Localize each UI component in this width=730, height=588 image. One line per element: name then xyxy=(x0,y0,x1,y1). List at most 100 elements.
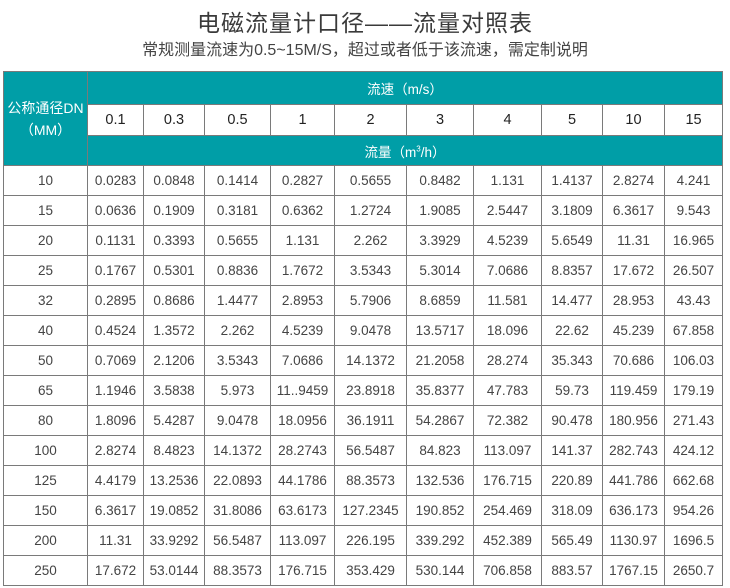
flow-cell: 3.1809 xyxy=(541,195,603,226)
table-row: 65 1.1946 3.5838 5.973 11..9459 23.8918 35.837… xyxy=(3,375,724,406)
flow-cell: 5.973 xyxy=(204,375,271,406)
flow-cell: 5.4287 xyxy=(143,405,205,436)
page-subtitle: 常规测量流速为0.5~15M/S，超过或者低于该流速，需定制说明 xyxy=(142,42,588,59)
flow-cell: 6.3617 xyxy=(87,495,144,526)
flow-cell: 4.241 xyxy=(663,165,724,196)
flow-cell: 106.03 xyxy=(663,345,724,376)
flow-cell: 132.536 xyxy=(406,465,474,496)
flow-cell: 0.5655 xyxy=(204,225,271,256)
flow-cell: 11.581 xyxy=(473,285,542,316)
velocity-cell: 4 xyxy=(473,104,542,136)
flow-cell: 0.8482 xyxy=(406,165,474,196)
dn-cell: 10 xyxy=(3,165,88,196)
flow-cell: 14.1372 xyxy=(204,435,271,466)
dn-cell: 20 xyxy=(3,225,88,256)
flow-cell: 35.343 xyxy=(541,345,603,376)
flow-cell: 11.31 xyxy=(87,525,144,556)
flow-cell: 662.68 xyxy=(663,465,724,496)
flow-cell: 2.5447 xyxy=(473,195,542,226)
flow-cell: 706.858 xyxy=(473,555,542,586)
flow-cell: 1130.97 xyxy=(602,525,665,556)
flow-cell: 7.0686 xyxy=(473,255,542,286)
dn-cell: 150 xyxy=(3,495,88,526)
flow-cell: 5.3014 xyxy=(406,255,474,286)
flow-cell: 3.5343 xyxy=(334,255,407,286)
flow-cell: 0.3181 xyxy=(204,195,271,226)
flow-cell: 190.852 xyxy=(406,495,474,526)
flow-cell: 0.0283 xyxy=(87,165,144,196)
flow-cell: 318.09 xyxy=(541,495,603,526)
table-row: 40 0.4524 1.3572 2.262 4.5239 9.0478 13.5717 18… xyxy=(3,315,724,346)
flow-cell: 8.6859 xyxy=(406,285,474,316)
velocity-cell: 0.3 xyxy=(143,104,205,136)
flow-cell: 23.8918 xyxy=(334,375,407,406)
flow-cell: 339.292 xyxy=(406,525,474,556)
flow-cell: 28.274 xyxy=(473,345,542,376)
flow-cell: 424.12 xyxy=(663,435,724,466)
dn-cell: 200 xyxy=(3,525,88,556)
dn-cell: 100 xyxy=(3,435,88,466)
flow-cell: 17.672 xyxy=(602,255,665,286)
flow-cell: 56.5487 xyxy=(204,525,271,556)
flow-cell: 88.3573 xyxy=(204,555,271,586)
flow-cell: 0.4524 xyxy=(87,315,144,346)
flow-cell: 13.2536 xyxy=(143,465,205,496)
flow-cell: 441.786 xyxy=(602,465,665,496)
flow-cell: 220.89 xyxy=(541,465,603,496)
flow-cell: 16.965 xyxy=(663,225,724,256)
flow-cell: 1.3572 xyxy=(143,315,205,346)
dn-cell: 125 xyxy=(3,465,88,496)
flow-cell: 33.9292 xyxy=(143,525,205,556)
flow-cell: 21.2058 xyxy=(406,345,474,376)
flow-cell: 56.5487 xyxy=(334,435,407,466)
flow-cell: 9.543 xyxy=(663,195,724,226)
dn-cell: 25 xyxy=(3,255,88,286)
flow-cell: 72.382 xyxy=(473,405,542,436)
flow-cell: 1696.5 xyxy=(663,525,724,556)
flow-cell: 4.5239 xyxy=(473,225,542,256)
velocity-cell: 3 xyxy=(406,104,474,136)
table-row: 15 0.0636 0.1909 0.3181 0.6362 1.2724 1.9085 2.… xyxy=(3,195,724,226)
flow-cell: 1.4477 xyxy=(204,285,271,316)
flow-cell: 17.672 xyxy=(87,555,144,586)
flow-cell: 179.19 xyxy=(663,375,724,406)
velocity-cell: 2 xyxy=(334,104,407,136)
flow-cell: 0.1131 xyxy=(87,225,144,256)
flow-cell: 1.8096 xyxy=(87,405,144,436)
table-row: 32 0.2895 0.8686 1.4477 2.8953 5.7906 8.6859 11… xyxy=(3,285,724,316)
flow-cell: 0.2895 xyxy=(87,285,144,316)
flow-cell: 18.096 xyxy=(473,315,542,346)
flow-cell: 9.0478 xyxy=(204,405,271,436)
flow-cell: 113.097 xyxy=(473,435,542,466)
flow-cell: 127.2345 xyxy=(334,495,407,526)
flow-cell: 70.686 xyxy=(602,345,665,376)
flow-cell: 84.823 xyxy=(406,435,474,466)
flow-cell: 2.8274 xyxy=(602,165,665,196)
flow-cell: 452.389 xyxy=(473,525,542,556)
dn-cell: 32 xyxy=(3,285,88,316)
flow-cell: 0.8686 xyxy=(143,285,205,316)
flow-cell: 0.1909 xyxy=(143,195,205,226)
velocity-cell: 10 xyxy=(602,104,665,136)
flow-header: 流量（m3/h） xyxy=(86,135,724,166)
flow-cell: 45.239 xyxy=(602,315,665,346)
flow-cell: 8.8357 xyxy=(541,255,603,286)
flow-cell: 35.8377 xyxy=(406,375,474,406)
flow-cell: 954.26 xyxy=(663,495,724,526)
flow-cell: 88.3573 xyxy=(334,465,407,496)
flow-cell: 43.43 xyxy=(663,285,724,316)
flow-cell: 0.0636 xyxy=(87,195,144,226)
flow-cell: 0.1767 xyxy=(87,255,144,286)
velocity-row: 0.1 0.3 0.5 1 2 3 4 5 10 15 xyxy=(4,104,724,136)
flow-cell: 1.7672 xyxy=(270,255,335,286)
dn-cell: 65 xyxy=(3,375,88,406)
flow-cell: 4.4179 xyxy=(87,465,144,496)
flow-cell: 53.0144 xyxy=(143,555,205,586)
table-row: 100 2.8274 8.4823 14.1372 28.2743 56.5487 84.8… xyxy=(3,435,724,466)
flow-cell: 36.1911 xyxy=(334,405,407,436)
velocity-header: 流速（m/s） xyxy=(86,71,724,105)
page-title: 电磁流量计口径——流量对照表 xyxy=(197,10,533,36)
flow-cell: 141.37 xyxy=(541,435,603,466)
flow-cell: 67.858 xyxy=(663,315,724,346)
flow-cell: 0.2827 xyxy=(270,165,335,196)
